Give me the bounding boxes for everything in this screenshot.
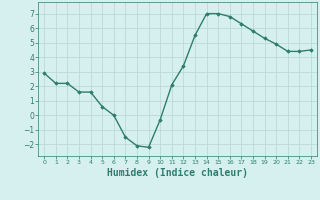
- X-axis label: Humidex (Indice chaleur): Humidex (Indice chaleur): [107, 168, 248, 178]
